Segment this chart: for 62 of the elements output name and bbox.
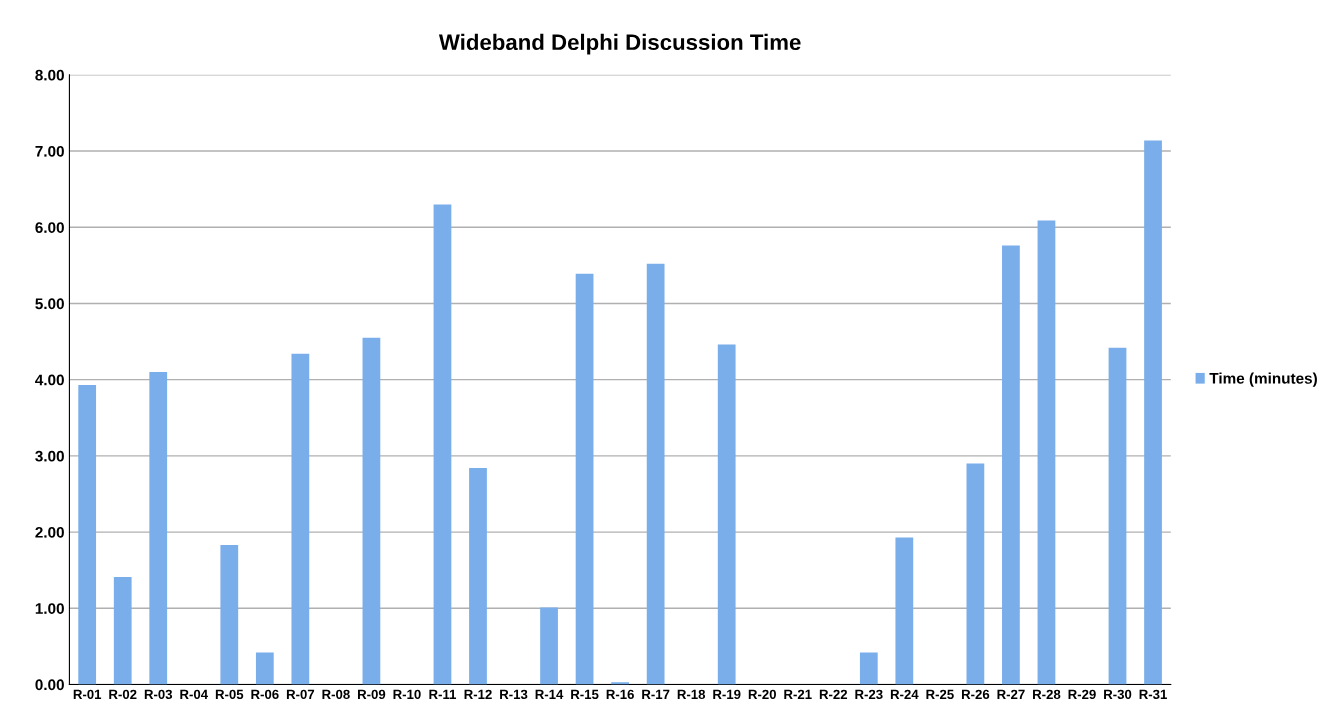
bar <box>1144 140 1162 685</box>
x-tick-label: R-28 <box>1033 689 1061 700</box>
x-tick-label: R-26 <box>961 689 990 700</box>
bar <box>859 652 878 685</box>
bar <box>540 607 558 685</box>
x-tick-label: R-30 <box>1104 689 1132 700</box>
x-tick-label: R-27 <box>997 689 1025 699</box>
y-tick-label: 1.00 <box>35 603 64 614</box>
x-tick-label: R-01 <box>73 689 102 700</box>
bar <box>433 204 452 685</box>
x-tick-label: R-08 <box>322 689 350 700</box>
x-tick-label: R-09 <box>357 689 386 700</box>
bar <box>895 537 914 685</box>
bar <box>220 545 239 685</box>
x-tick-label: R-13 <box>500 689 528 700</box>
bar <box>362 337 381 685</box>
x-tick-label: R-03 <box>144 689 173 700</box>
y-tick-label: 8.00 <box>35 69 64 81</box>
x-tick-label: R-15 <box>571 689 599 700</box>
bar <box>646 263 665 685</box>
y-tick-label: 4.00 <box>35 374 64 386</box>
bar <box>78 385 97 685</box>
x-tick-label: R-11 <box>429 689 457 699</box>
chart-title: Wideband Delphi Discussion Time <box>438 33 801 55</box>
bar <box>255 652 274 685</box>
bar <box>469 468 487 685</box>
x-tick-label: R-17 <box>642 689 670 699</box>
bar <box>291 353 310 685</box>
x-tick-label: R-02 <box>109 689 137 700</box>
x-tick-label: R-16 <box>606 689 634 700</box>
bar <box>149 372 168 685</box>
y-tick-label: 3.00 <box>35 450 64 462</box>
bar <box>717 344 736 685</box>
x-tick-label: R-06 <box>251 689 279 700</box>
x-tick-label: R-31 <box>1139 689 1167 700</box>
bar <box>1037 220 1056 685</box>
y-tick-label: 6.00 <box>35 222 64 233</box>
x-tick-label: R-07 <box>286 689 315 700</box>
y-tick-label: 7.00 <box>35 145 64 157</box>
x-tick-label: R-29 <box>1068 689 1096 700</box>
x-tick-label: R-19 <box>713 689 741 700</box>
y-tick-label: 2.00 <box>35 526 64 538</box>
x-tick-label: R-10 <box>393 689 421 700</box>
y-tick-label: 0.00 <box>35 679 64 691</box>
bar <box>1108 347 1127 685</box>
bar <box>575 273 594 685</box>
bar <box>113 577 132 685</box>
x-tick-label: R-24 <box>890 689 919 699</box>
bar <box>966 463 985 685</box>
x-tick-label: R-14 <box>535 689 564 699</box>
x-tick-label: R-20 <box>748 689 776 700</box>
x-tick-label: R-25 <box>926 689 954 700</box>
legend-label: Time (minutes) <box>1209 372 1317 387</box>
bar <box>1002 245 1020 685</box>
x-tick-label: R-05 <box>215 689 244 700</box>
y-tick-label: 5.00 <box>35 298 64 310</box>
x-tick-label: R-18 <box>677 689 706 700</box>
x-tick-label: R-12 <box>464 689 492 699</box>
x-tick-label: R-23 <box>855 689 883 700</box>
x-tick-label: R-04 <box>180 689 208 700</box>
x-tick-label: R-22 <box>819 689 848 699</box>
x-tick-label: R-21 <box>784 689 812 699</box>
